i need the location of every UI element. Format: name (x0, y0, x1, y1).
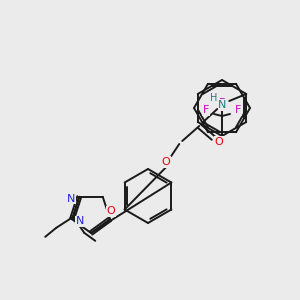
Text: F: F (219, 98, 225, 108)
Text: N: N (67, 194, 75, 204)
Text: H: H (210, 93, 217, 103)
Text: F: F (235, 105, 241, 115)
Text: F: F (203, 105, 209, 115)
Text: O: O (162, 157, 171, 167)
Text: O: O (215, 137, 224, 147)
Text: N: N (218, 100, 226, 110)
Text: N: N (76, 216, 84, 226)
Text: O: O (106, 206, 116, 216)
